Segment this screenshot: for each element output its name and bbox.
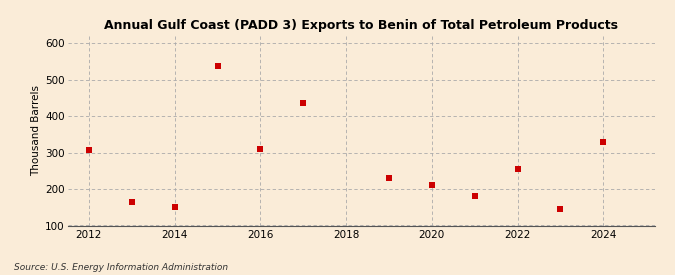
Y-axis label: Thousand Barrels: Thousand Barrels bbox=[31, 85, 41, 176]
Text: Source: U.S. Energy Information Administration: Source: U.S. Energy Information Administ… bbox=[14, 263, 227, 272]
Title: Annual Gulf Coast (PADD 3) Exports to Benin of Total Petroleum Products: Annual Gulf Coast (PADD 3) Exports to Be… bbox=[104, 19, 618, 32]
